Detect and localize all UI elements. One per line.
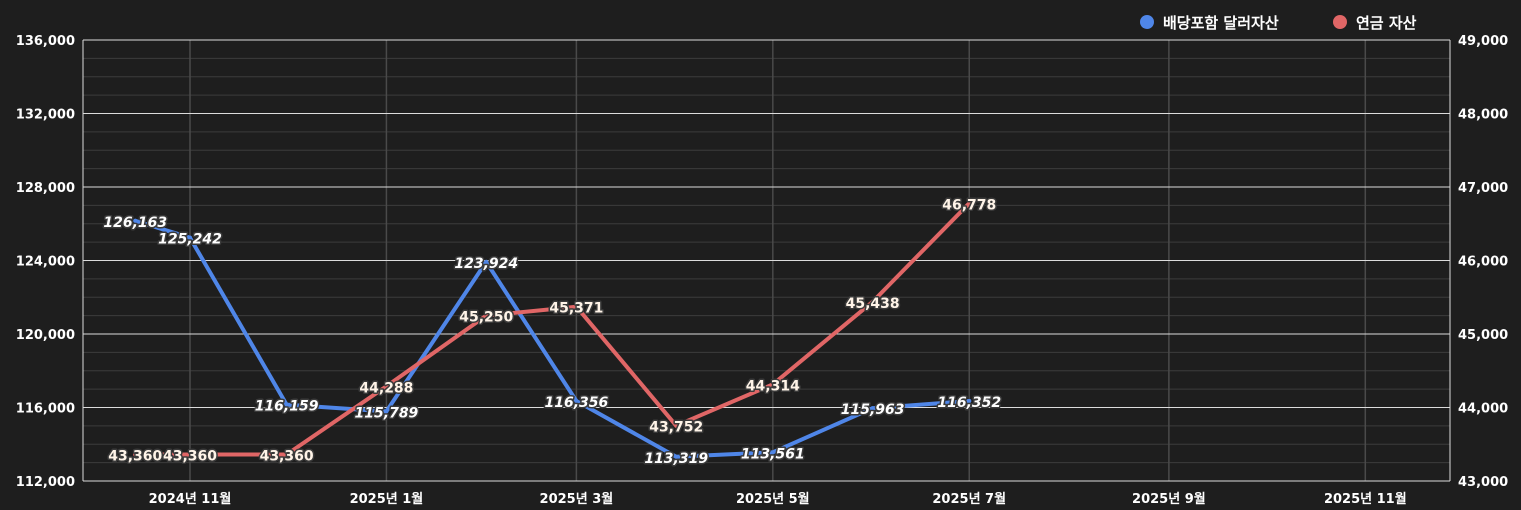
series-line-dollar-assets bbox=[133, 218, 972, 459]
data-point-dollar-assets[interactable] bbox=[484, 259, 489, 264]
legend-marker-dollar-assets bbox=[1140, 15, 1154, 29]
x-tick-label: 2025년 7월 bbox=[932, 491, 1006, 507]
data-point-dollar-assets[interactable] bbox=[674, 454, 679, 459]
data-point-pension-assets[interactable] bbox=[870, 299, 875, 304]
data-label-dollar-assets: 125,242 bbox=[158, 232, 222, 248]
y-right-tick-label: 47,000 bbox=[1458, 181, 1508, 196]
data-point-dollar-assets[interactable] bbox=[574, 398, 579, 403]
x-axis: 2024년 11월 2025년 1월 2025년 3월 2025년 5월 2025년 7… bbox=[149, 491, 1407, 507]
data-label-dollar-assets: 126,163 bbox=[103, 215, 167, 231]
legend[interactable]: 배당포함 달러자산 연금 자산 bbox=[1140, 14, 1417, 32]
data-point-dollar-assets[interactable] bbox=[133, 218, 138, 223]
legend-item-dollar-assets[interactable]: 배당포함 달러자산 bbox=[1140, 14, 1279, 32]
data-point-pension-assets[interactable] bbox=[574, 304, 579, 309]
y-left-tick-label: 116,000 bbox=[16, 402, 75, 417]
data-label-pension-assets: 43,360 bbox=[108, 449, 162, 465]
y-right-tick-label: 49,000 bbox=[1458, 34, 1508, 49]
data-label-dollar-assets: 116,159 bbox=[255, 399, 319, 415]
grid bbox=[82, 39, 1451, 482]
y-right-tick-label: 45,000 bbox=[1458, 328, 1508, 343]
data-point-pension-assets[interactable] bbox=[133, 452, 138, 457]
data-point-dollar-assets[interactable] bbox=[967, 399, 972, 404]
data-point-dollar-assets[interactable] bbox=[770, 450, 775, 455]
data-point-pension-assets[interactable] bbox=[284, 452, 289, 457]
y-left-tick-label: 132,000 bbox=[16, 108, 75, 123]
y-axis-left: 112,000 116,000 120,000 124,000 128,000 132,0… bbox=[16, 34, 75, 490]
y-left-tick-label: 124,000 bbox=[16, 255, 75, 270]
y-left-tick-label: 112,000 bbox=[16, 475, 75, 490]
data-label-pension-assets: 46,778 bbox=[942, 197, 996, 213]
data-point-pension-assets[interactable] bbox=[188, 452, 192, 457]
data-label-pension-assets: 45,438 bbox=[846, 296, 900, 312]
data-label-dollar-assets: 113,561 bbox=[741, 446, 805, 462]
y-right-tick-label: 48,000 bbox=[1458, 108, 1508, 123]
data-point-dollar-assets[interactable] bbox=[284, 402, 289, 407]
data-label-pension-assets: 43,752 bbox=[649, 420, 703, 436]
data-label-dollar-assets: 115,963 bbox=[841, 402, 905, 418]
data-label-pension-assets: 43,360 bbox=[163, 449, 217, 465]
data-label-pension-assets: 45,250 bbox=[459, 310, 513, 326]
legend-item-pension-assets[interactable]: 연금 자산 bbox=[1333, 14, 1417, 32]
data-point-pension-assets[interactable] bbox=[967, 201, 972, 206]
legend-label-pension-assets: 연금 자산 bbox=[1356, 14, 1417, 32]
data-label-dollar-assets: 123,924 bbox=[454, 256, 518, 272]
data-label-pension-assets: 44,314 bbox=[746, 378, 800, 394]
data-label-dollar-assets: 116,352 bbox=[937, 395, 1001, 411]
y-left-tick-label: 120,000 bbox=[16, 328, 75, 343]
series-line-pension-assets bbox=[133, 201, 972, 457]
data-label-pension-assets: 43,360 bbox=[260, 449, 314, 465]
data-point-pension-assets[interactable] bbox=[674, 423, 679, 428]
x-tick-label: 2025년 11월 bbox=[1324, 491, 1407, 507]
data-point-dollar-assets[interactable] bbox=[188, 235, 192, 240]
data-label-dollar-assets: 115,789 bbox=[355, 405, 419, 421]
data-point-dollar-assets[interactable] bbox=[384, 409, 389, 414]
data-label-pension-assets: 44,288 bbox=[359, 380, 413, 396]
y-left-tick-label: 136,000 bbox=[16, 34, 75, 49]
series-lines bbox=[133, 201, 972, 459]
x-tick-label: 2025년 3월 bbox=[540, 491, 614, 507]
x-tick-label: 2025년 5월 bbox=[736, 491, 810, 507]
y-axis-right: 43,000 44,000 45,000 46,000 47,000 48,000 49,0… bbox=[1458, 34, 1508, 490]
data-label-pension-assets: 45,371 bbox=[549, 301, 603, 317]
data-point-dollar-assets[interactable] bbox=[870, 406, 875, 411]
x-tick-label: 2025년 1월 bbox=[350, 491, 424, 507]
x-tick-label: 2025년 9월 bbox=[1132, 491, 1206, 507]
data-point-pension-assets[interactable] bbox=[484, 313, 489, 318]
legend-marker-pension-assets bbox=[1333, 15, 1347, 29]
data-label-dollar-assets: 113,319 bbox=[644, 451, 708, 467]
y-left-tick-label: 128,000 bbox=[16, 181, 75, 196]
data-point-pension-assets[interactable] bbox=[770, 382, 775, 387]
y-right-tick-label: 46,000 bbox=[1458, 255, 1508, 270]
x-tick-label: 2024년 11월 bbox=[149, 491, 232, 507]
y-right-tick-label: 44,000 bbox=[1458, 402, 1508, 417]
legend-label-dollar-assets: 배당포함 달러자산 bbox=[1163, 14, 1279, 32]
data-point-pension-assets[interactable] bbox=[384, 384, 389, 389]
y-right-tick-label: 43,000 bbox=[1458, 475, 1508, 490]
data-label-dollar-assets: 116,356 bbox=[545, 395, 609, 411]
